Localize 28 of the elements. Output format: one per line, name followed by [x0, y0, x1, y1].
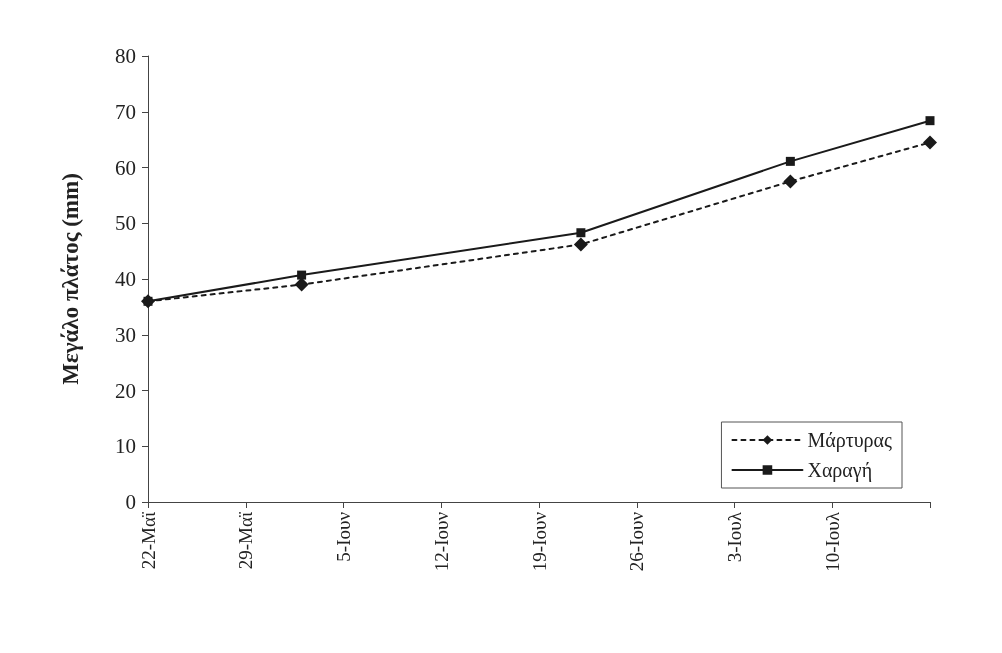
point: [297, 270, 307, 280]
y-tick-label: 60: [115, 155, 136, 180]
y-tick-label: 50: [115, 211, 136, 236]
x-tick-label: 10-Ιουλ: [821, 511, 843, 572]
point: [785, 156, 795, 166]
point: [783, 174, 798, 189]
x-tick-label: 3-Ιουλ: [724, 511, 745, 563]
y-tick-label: 10: [115, 434, 136, 459]
x-tick-label: 19-Ιουν: [528, 511, 550, 572]
y-tick-label: 80: [115, 44, 136, 68]
point: [573, 237, 588, 252]
y-tick-label: 70: [115, 99, 136, 124]
point: [576, 228, 586, 238]
y-tick-label: 40: [115, 267, 136, 291]
y-axis-title: Μεγάλο πλάτος (mm): [58, 173, 83, 385]
point: [925, 116, 935, 126]
x-tick-label: 22-Μαϊ: [137, 511, 159, 570]
x-tick-label: 26-Ιουν: [626, 511, 648, 572]
y-tick-label: 20: [115, 378, 136, 403]
y-tick-label: 30: [115, 322, 136, 347]
legend-label: Χαραγή: [807, 459, 873, 482]
legend-label: Μάρτυρας: [807, 429, 893, 452]
x-tick-label: 5-Ιουν: [333, 511, 354, 562]
point: [294, 277, 309, 292]
y-tick-label: 0: [125, 490, 136, 514]
x-tick-label: 12-Ιουν: [430, 511, 452, 572]
point: [923, 135, 937, 150]
x-tick-label: 29-Μαϊ: [235, 511, 257, 570]
